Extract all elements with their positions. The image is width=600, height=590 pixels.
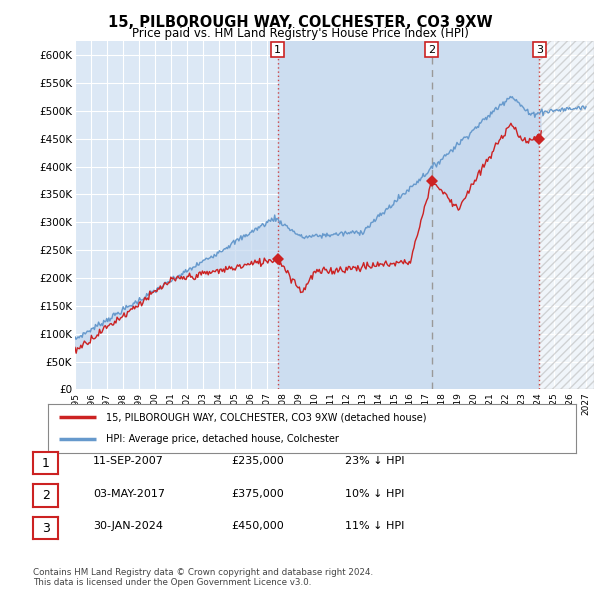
Text: 30-JAN-2024: 30-JAN-2024 — [93, 522, 163, 531]
Text: £235,000: £235,000 — [231, 457, 284, 466]
Text: 1: 1 — [274, 45, 281, 55]
Text: 10% ↓ HPI: 10% ↓ HPI — [345, 489, 404, 499]
Text: £450,000: £450,000 — [231, 522, 284, 531]
Text: 23% ↓ HPI: 23% ↓ HPI — [345, 457, 404, 466]
Text: 1: 1 — [41, 457, 50, 470]
Text: 3: 3 — [536, 45, 543, 55]
Text: HPI: Average price, detached house, Colchester: HPI: Average price, detached house, Colc… — [106, 434, 339, 444]
Text: 2: 2 — [41, 489, 50, 502]
Text: Price paid vs. HM Land Registry's House Price Index (HPI): Price paid vs. HM Land Registry's House … — [131, 27, 469, 40]
Text: £375,000: £375,000 — [231, 489, 284, 499]
Text: 15, PILBOROUGH WAY, COLCHESTER, CO3 9XW (detached house): 15, PILBOROUGH WAY, COLCHESTER, CO3 9XW … — [106, 412, 427, 422]
Text: 11-SEP-2007: 11-SEP-2007 — [93, 457, 164, 466]
Text: 2: 2 — [428, 45, 436, 55]
Text: 3: 3 — [41, 522, 50, 535]
Text: 11% ↓ HPI: 11% ↓ HPI — [345, 522, 404, 531]
Bar — [539, 41, 594, 389]
Text: Contains HM Land Registry data © Crown copyright and database right 2024.
This d: Contains HM Land Registry data © Crown c… — [33, 568, 373, 587]
Text: 03-MAY-2017: 03-MAY-2017 — [93, 489, 165, 499]
Bar — [278, 41, 539, 389]
Text: 15, PILBOROUGH WAY, COLCHESTER, CO3 9XW: 15, PILBOROUGH WAY, COLCHESTER, CO3 9XW — [107, 15, 493, 30]
